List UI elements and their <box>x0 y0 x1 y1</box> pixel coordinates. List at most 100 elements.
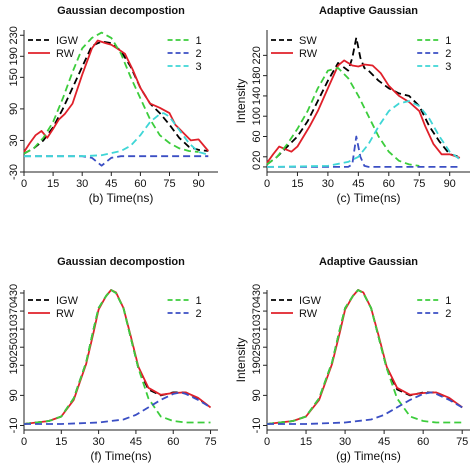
legend-label-2: 2 <box>445 308 451 320</box>
series-line-2 <box>267 135 460 168</box>
legend-label-1: 1 <box>196 35 202 47</box>
y-tick-label: 430 <box>251 284 263 302</box>
panel-title: Adaptive Gaussian <box>319 5 418 17</box>
x-tick-label: 45 <box>105 178 117 190</box>
y-tick-label: 180 <box>251 66 263 84</box>
y-tick-label: -30 <box>8 164 20 180</box>
y-tick-label: 90 <box>251 389 263 401</box>
legend-label-IGW: IGW <box>56 295 79 307</box>
legend-label-3: 3 <box>196 61 202 73</box>
x-tick-label: 60 <box>167 436 179 448</box>
legend-label-RW: RW <box>299 308 318 320</box>
legend-label-IGW: IGW <box>299 295 322 307</box>
series-line-RW <box>23 289 212 425</box>
x-tick-label: 45 <box>130 436 142 448</box>
panel-1: Gaussian decompostion 0 15 30 45 60 75 90 -30 30 9… <box>8 5 218 205</box>
y-tick-label: 190 <box>8 47 20 65</box>
panel-title: Adaptive Gaussian <box>319 256 418 268</box>
x-tick-label: 30 <box>76 178 88 190</box>
series-line-SW <box>266 36 461 166</box>
y-tick-label: 310 <box>251 320 263 338</box>
legend-label-1: 1 <box>445 35 451 47</box>
x-tick-label: 60 <box>417 436 429 448</box>
legend-label-2: 2 <box>196 308 202 320</box>
x-tick-label: 0 <box>264 436 270 448</box>
y-axis-label: Intensity <box>234 79 248 124</box>
series-line-1 <box>23 31 199 155</box>
series-line-2 <box>267 391 463 425</box>
x-tick-label: 0 <box>264 178 270 190</box>
series-line-3 <box>24 112 209 158</box>
x-tick-label: 75 <box>456 436 468 448</box>
x-tick-label: 75 <box>163 178 175 190</box>
panel-4: Adaptive Gaussian Intensity 0 15 30 45 60 75 -10… <box>234 256 470 463</box>
series-line-RW <box>266 59 461 164</box>
legend-label-RW: RW <box>56 48 75 60</box>
x-tick-label: 0 <box>21 436 27 448</box>
x-tick-label: 15 <box>300 436 312 448</box>
y-tick-label: 190 <box>251 356 263 374</box>
series-line-IGW <box>23 40 209 155</box>
x-tick-label: 60 <box>383 178 395 190</box>
series-line-2 <box>24 155 209 167</box>
series-line-IGW <box>23 289 212 425</box>
x-axis-label: (b) Time(ns) <box>89 191 154 205</box>
x-axis-label: (c) Time(ns) <box>337 191 401 205</box>
x-tick-label: 15 <box>291 178 303 190</box>
y-tick-label: 370 <box>8 302 20 320</box>
legend-label-2: 2 <box>445 48 451 60</box>
legend-label-IGW: IGW <box>56 35 79 47</box>
y-tick-label: 190 <box>8 356 20 374</box>
x-tick-label: 15 <box>47 178 59 190</box>
y-axis-label: Intensity <box>234 338 248 383</box>
y-tick-label: 0 <box>251 164 263 170</box>
x-axis-label: (f) Time(ns) <box>90 449 151 463</box>
legend-label-2: 2 <box>196 48 202 60</box>
x-tick-label: 30 <box>92 436 104 448</box>
y-tick-label: 140 <box>251 87 263 105</box>
y-tick-label: 60 <box>251 130 263 142</box>
series-line-RW <box>266 289 463 425</box>
panel-3: Gaussian decompostion 0 15 30 45 60 75 -10 90 190… <box>8 256 218 463</box>
x-tick-label: 45 <box>352 178 364 190</box>
series-line-3 <box>266 100 461 168</box>
panel-2: Adaptive Gaussian Intensity 0 15 30 45 60 75 90 0… <box>234 5 470 205</box>
y-tick-label: 90 <box>8 389 20 401</box>
y-tick-label: 220 <box>251 46 263 64</box>
legend-label-RW: RW <box>56 308 75 320</box>
series-line-IGW <box>266 289 463 425</box>
legend-label-SW: SW <box>299 35 317 47</box>
x-tick-label: 90 <box>192 178 204 190</box>
x-tick-label: 15 <box>55 436 67 448</box>
y-tick-label: 250 <box>8 338 20 356</box>
y-tick-label: 150 <box>8 68 20 86</box>
series-line-1 <box>23 289 211 425</box>
legend-label-RW: RW <box>299 48 318 60</box>
y-tick-label: 370 <box>251 302 263 320</box>
x-tick-label: 45 <box>378 436 390 448</box>
legend-label-1: 1 <box>445 295 451 307</box>
x-tick-label: 0 <box>21 178 27 190</box>
x-axis-label: (g) Time(ns) <box>336 449 401 463</box>
y-tick-label: -10 <box>8 418 20 434</box>
y-tick-label: 100 <box>251 107 263 125</box>
y-tick-label: 20 <box>251 151 263 163</box>
series-line-1 <box>266 289 463 425</box>
y-tick-label: -10 <box>251 418 263 434</box>
panel-title: Gaussian decompostion <box>57 256 185 268</box>
y-tick-label: 310 <box>8 320 20 338</box>
y-tick-label: 230 <box>8 26 20 44</box>
x-tick-label: 30 <box>322 178 334 190</box>
x-tick-label: 90 <box>444 178 456 190</box>
panel-title: Gaussian decompostion <box>57 5 185 17</box>
y-tick-label: 250 <box>251 338 263 356</box>
series-line-RW <box>23 39 209 153</box>
legend-label-1: 1 <box>196 295 202 307</box>
series-line-1 <box>266 67 420 167</box>
y-tick-label: 90 <box>8 103 20 115</box>
x-tick-label: 60 <box>134 178 146 190</box>
x-tick-label: 75 <box>413 178 425 190</box>
y-tick-label: 430 <box>8 284 20 302</box>
y-tick-label: 30 <box>8 134 20 146</box>
